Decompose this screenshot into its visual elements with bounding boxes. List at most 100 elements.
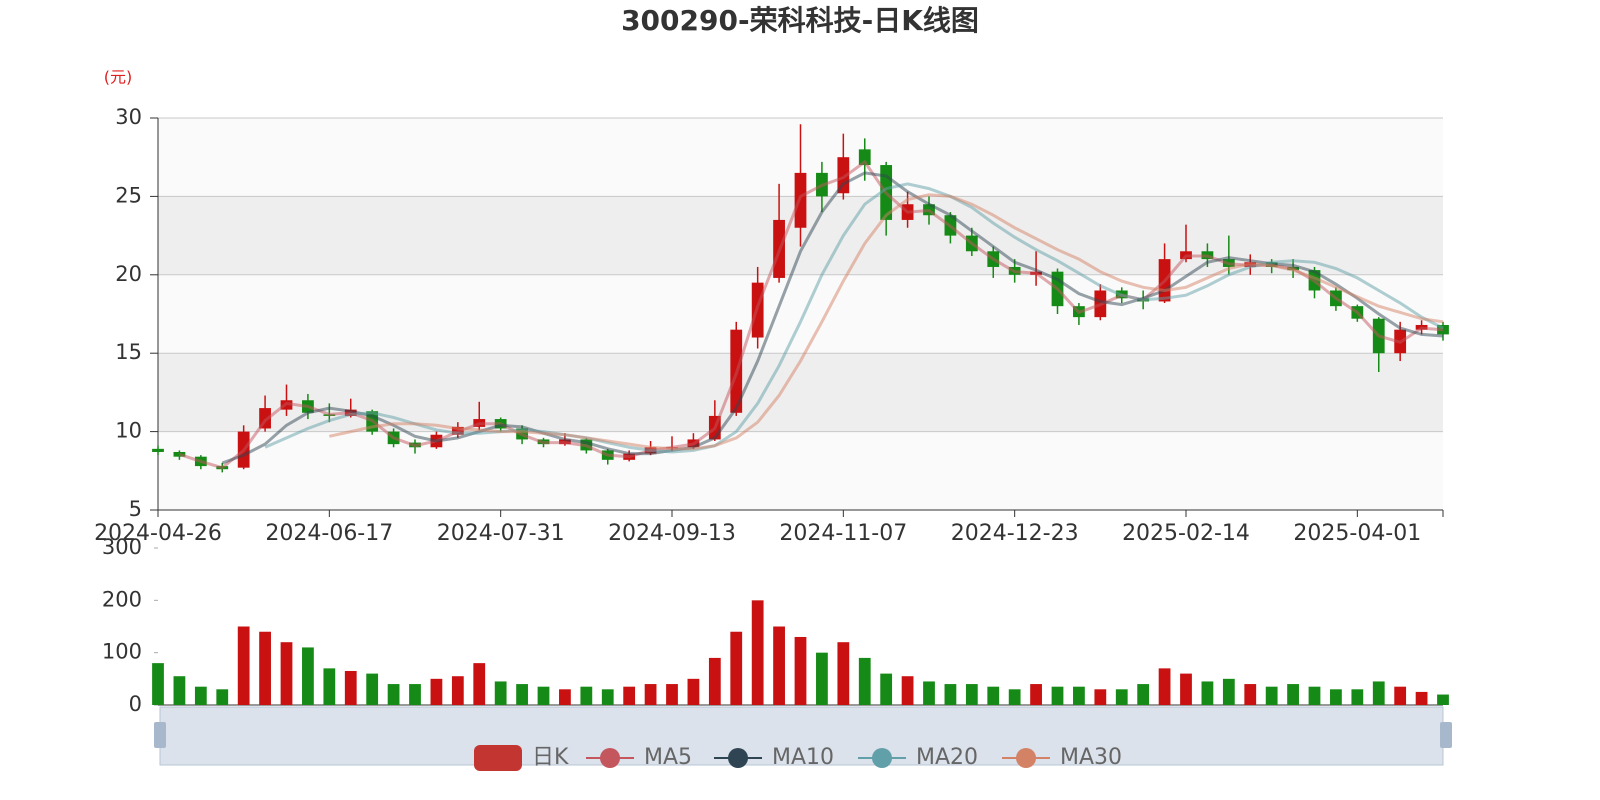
y-tick-label: 30: [115, 105, 142, 129]
volume-bar: [837, 642, 850, 705]
volume-bar: [901, 676, 914, 705]
legend-icon: [728, 748, 748, 768]
volume-bar: [816, 652, 828, 705]
volume-tick-label: 0: [129, 692, 142, 716]
x-tick-label: 2025-02-14: [1122, 521, 1250, 546]
y-tick-label: 25: [115, 183, 142, 207]
volume-bar: [1437, 694, 1449, 705]
volume-bar: [194, 686, 207, 705]
volume-bar: [559, 689, 571, 705]
volume-bar: [751, 600, 764, 705]
volume-bar: [773, 626, 785, 705]
volume-bar: [1201, 681, 1214, 705]
x-tick-label: 2024-04-26: [94, 521, 222, 546]
volume-tick-label: 300: [102, 535, 142, 559]
ma-line: [221, 171, 1444, 465]
volume-tick-label: 100: [102, 640, 142, 664]
volume-bar: [1008, 689, 1021, 705]
x-tick-label: 2024-07-31: [437, 521, 565, 546]
volume-bar: [730, 631, 743, 705]
zoom-handle[interactable]: [154, 722, 166, 748]
candle-body: [837, 157, 850, 194]
volume-bar: [880, 673, 893, 705]
volume-bar: [1030, 684, 1042, 705]
x-tick-label: 2025-04-01: [1293, 521, 1421, 546]
volume-bar: [1287, 684, 1299, 705]
volume-bar: [1073, 686, 1085, 705]
ma-line: [328, 193, 1444, 451]
volume-bar: [1244, 684, 1257, 705]
candle-body: [259, 408, 271, 429]
y-unit: (元): [104, 68, 133, 87]
candle-body: [858, 149, 871, 166]
volume-bar: [858, 657, 871, 705]
volume-bar: [1115, 689, 1128, 705]
volume-bar: [387, 684, 400, 705]
volume-tick-label: 200: [102, 587, 142, 611]
volume-bar: [516, 684, 528, 705]
volume-bar: [708, 657, 721, 705]
volume-bar: [1180, 673, 1192, 705]
volume-bar: [580, 686, 593, 705]
legend-icon: [1016, 748, 1036, 768]
volume-bar: [1051, 686, 1064, 705]
volume-bar: [152, 663, 164, 705]
x-tick-label: 2024-09-13: [608, 521, 736, 546]
y-tick-label: 15: [115, 340, 142, 364]
chart-title: 300290-荣科科技-日K线图: [621, 4, 979, 37]
volume-bar: [687, 678, 700, 705]
volume-bar: [494, 681, 507, 705]
volume-bar: [601, 689, 614, 705]
split-area: [158, 431, 1443, 510]
volume-bar: [1372, 681, 1385, 705]
legend-label: MA30: [1060, 745, 1122, 770]
volume-bar: [987, 686, 1000, 705]
volume-bar: [473, 663, 486, 705]
volume-bar: [344, 670, 357, 705]
volume-bar: [323, 668, 336, 705]
volume-bar: [1415, 691, 1428, 705]
volume-bar: [1308, 686, 1321, 705]
split-area: [158, 274, 1443, 354]
split-area: [158, 353, 1443, 432]
x-tick-label: 2024-12-23: [951, 521, 1079, 546]
volume-bar: [923, 681, 935, 705]
volume-bar: [794, 636, 807, 705]
candle-body: [152, 448, 164, 452]
volume-bar: [173, 676, 186, 705]
volume-bar: [1265, 686, 1278, 705]
volume-bar: [409, 684, 421, 705]
legend-label: MA10: [772, 745, 834, 770]
volume-bar: [1137, 684, 1150, 705]
volume-bar: [366, 673, 379, 705]
zoom-handle[interactable]: [1440, 722, 1452, 748]
volume-bar: [237, 626, 250, 705]
volume-bar: [644, 684, 657, 705]
volume-bar: [216, 689, 229, 705]
legend-label: MA20: [916, 745, 978, 770]
volume-bar: [451, 676, 464, 705]
zoom-slider[interactable]: [159, 706, 1444, 766]
legend-icon: [474, 745, 522, 771]
volume-bar: [259, 631, 271, 705]
volume-bar: [280, 642, 293, 705]
volume-bar: [1351, 689, 1364, 705]
y-tick-label: 5: [129, 497, 142, 521]
volume-bar: [944, 684, 957, 705]
ma-line: [264, 182, 1444, 454]
ma-line: [178, 159, 1444, 470]
volume-bar: [1094, 689, 1107, 705]
x-tick-label: 2024-11-07: [779, 521, 907, 546]
volume-bar: [965, 684, 978, 705]
legend-label: 日K: [532, 745, 569, 770]
volume-bar: [1158, 668, 1171, 705]
volume-bar: [537, 686, 550, 705]
volume-bar: [1222, 678, 1235, 705]
x-tick-label: 2024-06-17: [265, 521, 393, 546]
volume-bar: [1330, 689, 1342, 705]
volume-bar: [1394, 686, 1407, 705]
volume-bar: [302, 647, 314, 705]
y-tick-label: 10: [115, 419, 142, 443]
